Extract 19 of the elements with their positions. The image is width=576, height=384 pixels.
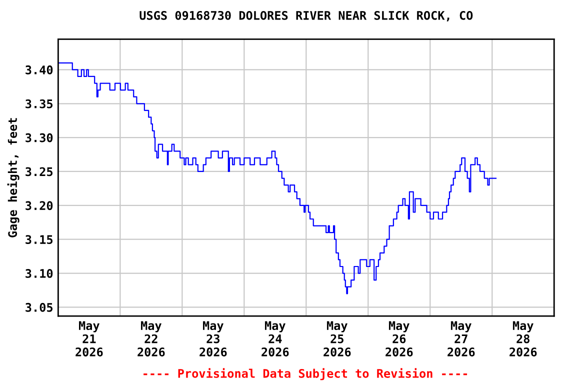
x-tick-label: May 21 2026 (76, 321, 103, 356)
y-tick-label: 3.25 (26, 167, 53, 176)
text: ---- Provisional Data Subject to Revision ---- (144, 368, 468, 380)
x-tick-label: May 22 2026 (138, 321, 165, 356)
y-tick-label: 3.15 (26, 235, 53, 244)
x-tick-label: May 26 2026 (386, 321, 413, 356)
x-tick-label: May 28 2026 (510, 321, 537, 356)
y-tick-label: 3.40 (26, 65, 53, 74)
chart-title: USGS 09168730 DOLORES RIVER NEAR SLICK ROCK, CO (140, 10, 473, 22)
x-tick-label: May 27 2026 (448, 321, 475, 356)
x-tick-label: May 25 2026 (324, 321, 351, 356)
x-tick-label: May 23 2026 (200, 321, 227, 356)
y-tick-label: 3.30 (26, 133, 53, 142)
x-tick-label: May 24 2026 (262, 321, 289, 356)
y-tick-label: 3.35 (26, 99, 53, 108)
y-tick-label: 3.10 (26, 269, 53, 278)
y-tick-label: 3.20 (26, 201, 53, 210)
y-axis-title: Gage height, feet (7, 118, 20, 238)
y-tick-label: 3.05 (26, 302, 53, 312)
